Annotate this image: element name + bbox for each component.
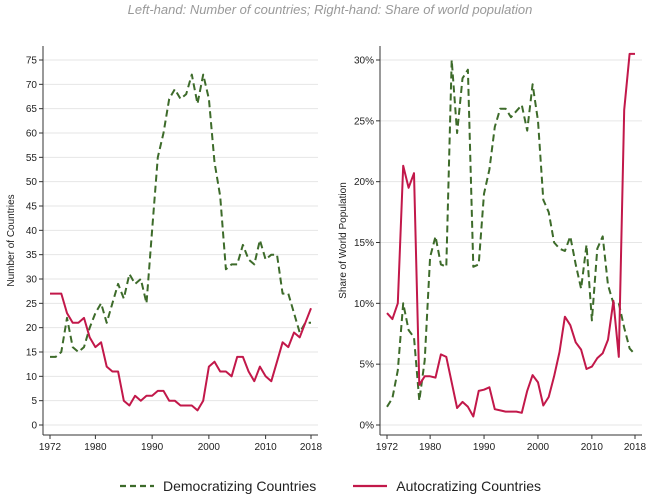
x-tick-label: 2010 (254, 442, 277, 453)
y-tick-label: 30 (26, 275, 38, 286)
legend-swatch-democratizing (119, 484, 154, 488)
series-line-autocratizing (50, 292, 312, 412)
y-tick-label: 15 (26, 348, 38, 359)
y-tick-label: 30% (354, 56, 374, 67)
x-tick-label: 2000 (198, 442, 221, 453)
y-tick-label: 75 (26, 56, 38, 67)
x-tick-label: 2018 (300, 442, 323, 453)
y-tick-label: 25% (354, 116, 374, 127)
y-tick-label: 0 (31, 421, 37, 432)
legend: Democratizing Countries Autocratizing Co… (0, 478, 660, 494)
legend-item-autocratizing: Autocratizing Countries (352, 478, 541, 494)
x-tick-label: 1980 (84, 442, 107, 453)
legend-swatch-autocratizing (353, 484, 388, 488)
series-line-democratizing (386, 59, 636, 408)
y-tick-label: 60 (26, 129, 38, 140)
left-chart-number-of-countries: 0 5 10 15 20 25 30 35 40 45 50 55 60 65 70 75 1972 1980 19… (6, 46, 323, 453)
x-tick-label: 1972 (376, 442, 399, 453)
x-tick-label: 2010 (581, 442, 604, 453)
y-tick-label: 50 (26, 177, 38, 188)
legend-label-democratizing: Democratizing Countries (162, 478, 317, 494)
legend-label-autocratizing: Autocratizing Countries (396, 478, 542, 494)
y-tick-label: 65 (26, 104, 38, 115)
legend-item-democratizing: Democratizing Countries (119, 478, 316, 494)
y-tick-label: 5% (360, 360, 375, 371)
y-tick-label: 40 (26, 226, 38, 237)
y-tick-label: 5 (31, 396, 37, 407)
y-tick-label: 10% (354, 299, 374, 310)
y-tick-label: 35 (26, 250, 38, 261)
y-tick-label: 20 (26, 323, 38, 334)
y-axis-title: Share of World Population (338, 182, 349, 299)
x-tick-label: 1990 (141, 442, 164, 453)
y-tick-label: 15% (354, 238, 374, 249)
chart-subtitle: Left-hand: Number of countries; Right-ha… (127, 2, 533, 17)
series-line-autocratizing (386, 52, 635, 418)
y-axis-title: Number of Countries (6, 194, 17, 286)
x-tick-label: 1990 (473, 442, 496, 453)
y-tick-label: 45 (26, 202, 38, 213)
right-chart-share-of-population: 0% 5% 10% 15% 20% 25% 30% 1972 1980 1990 2000 2010 2… (338, 46, 647, 453)
y-tick-label: 70 (26, 80, 38, 91)
y-tick-label: 25 (26, 299, 38, 310)
y-tick-label: 55 (26, 153, 38, 164)
y-tick-label: 0% (360, 421, 375, 432)
y-tick-label: 20% (354, 177, 374, 188)
y-tick-label: 10 (26, 372, 38, 383)
series-line-democratizing (50, 73, 311, 358)
x-tick-label: 2018 (624, 442, 647, 453)
x-tick-label: 1980 (419, 442, 442, 453)
x-tick-label: 1972 (39, 442, 62, 453)
x-tick-label: 2000 (527, 442, 550, 453)
